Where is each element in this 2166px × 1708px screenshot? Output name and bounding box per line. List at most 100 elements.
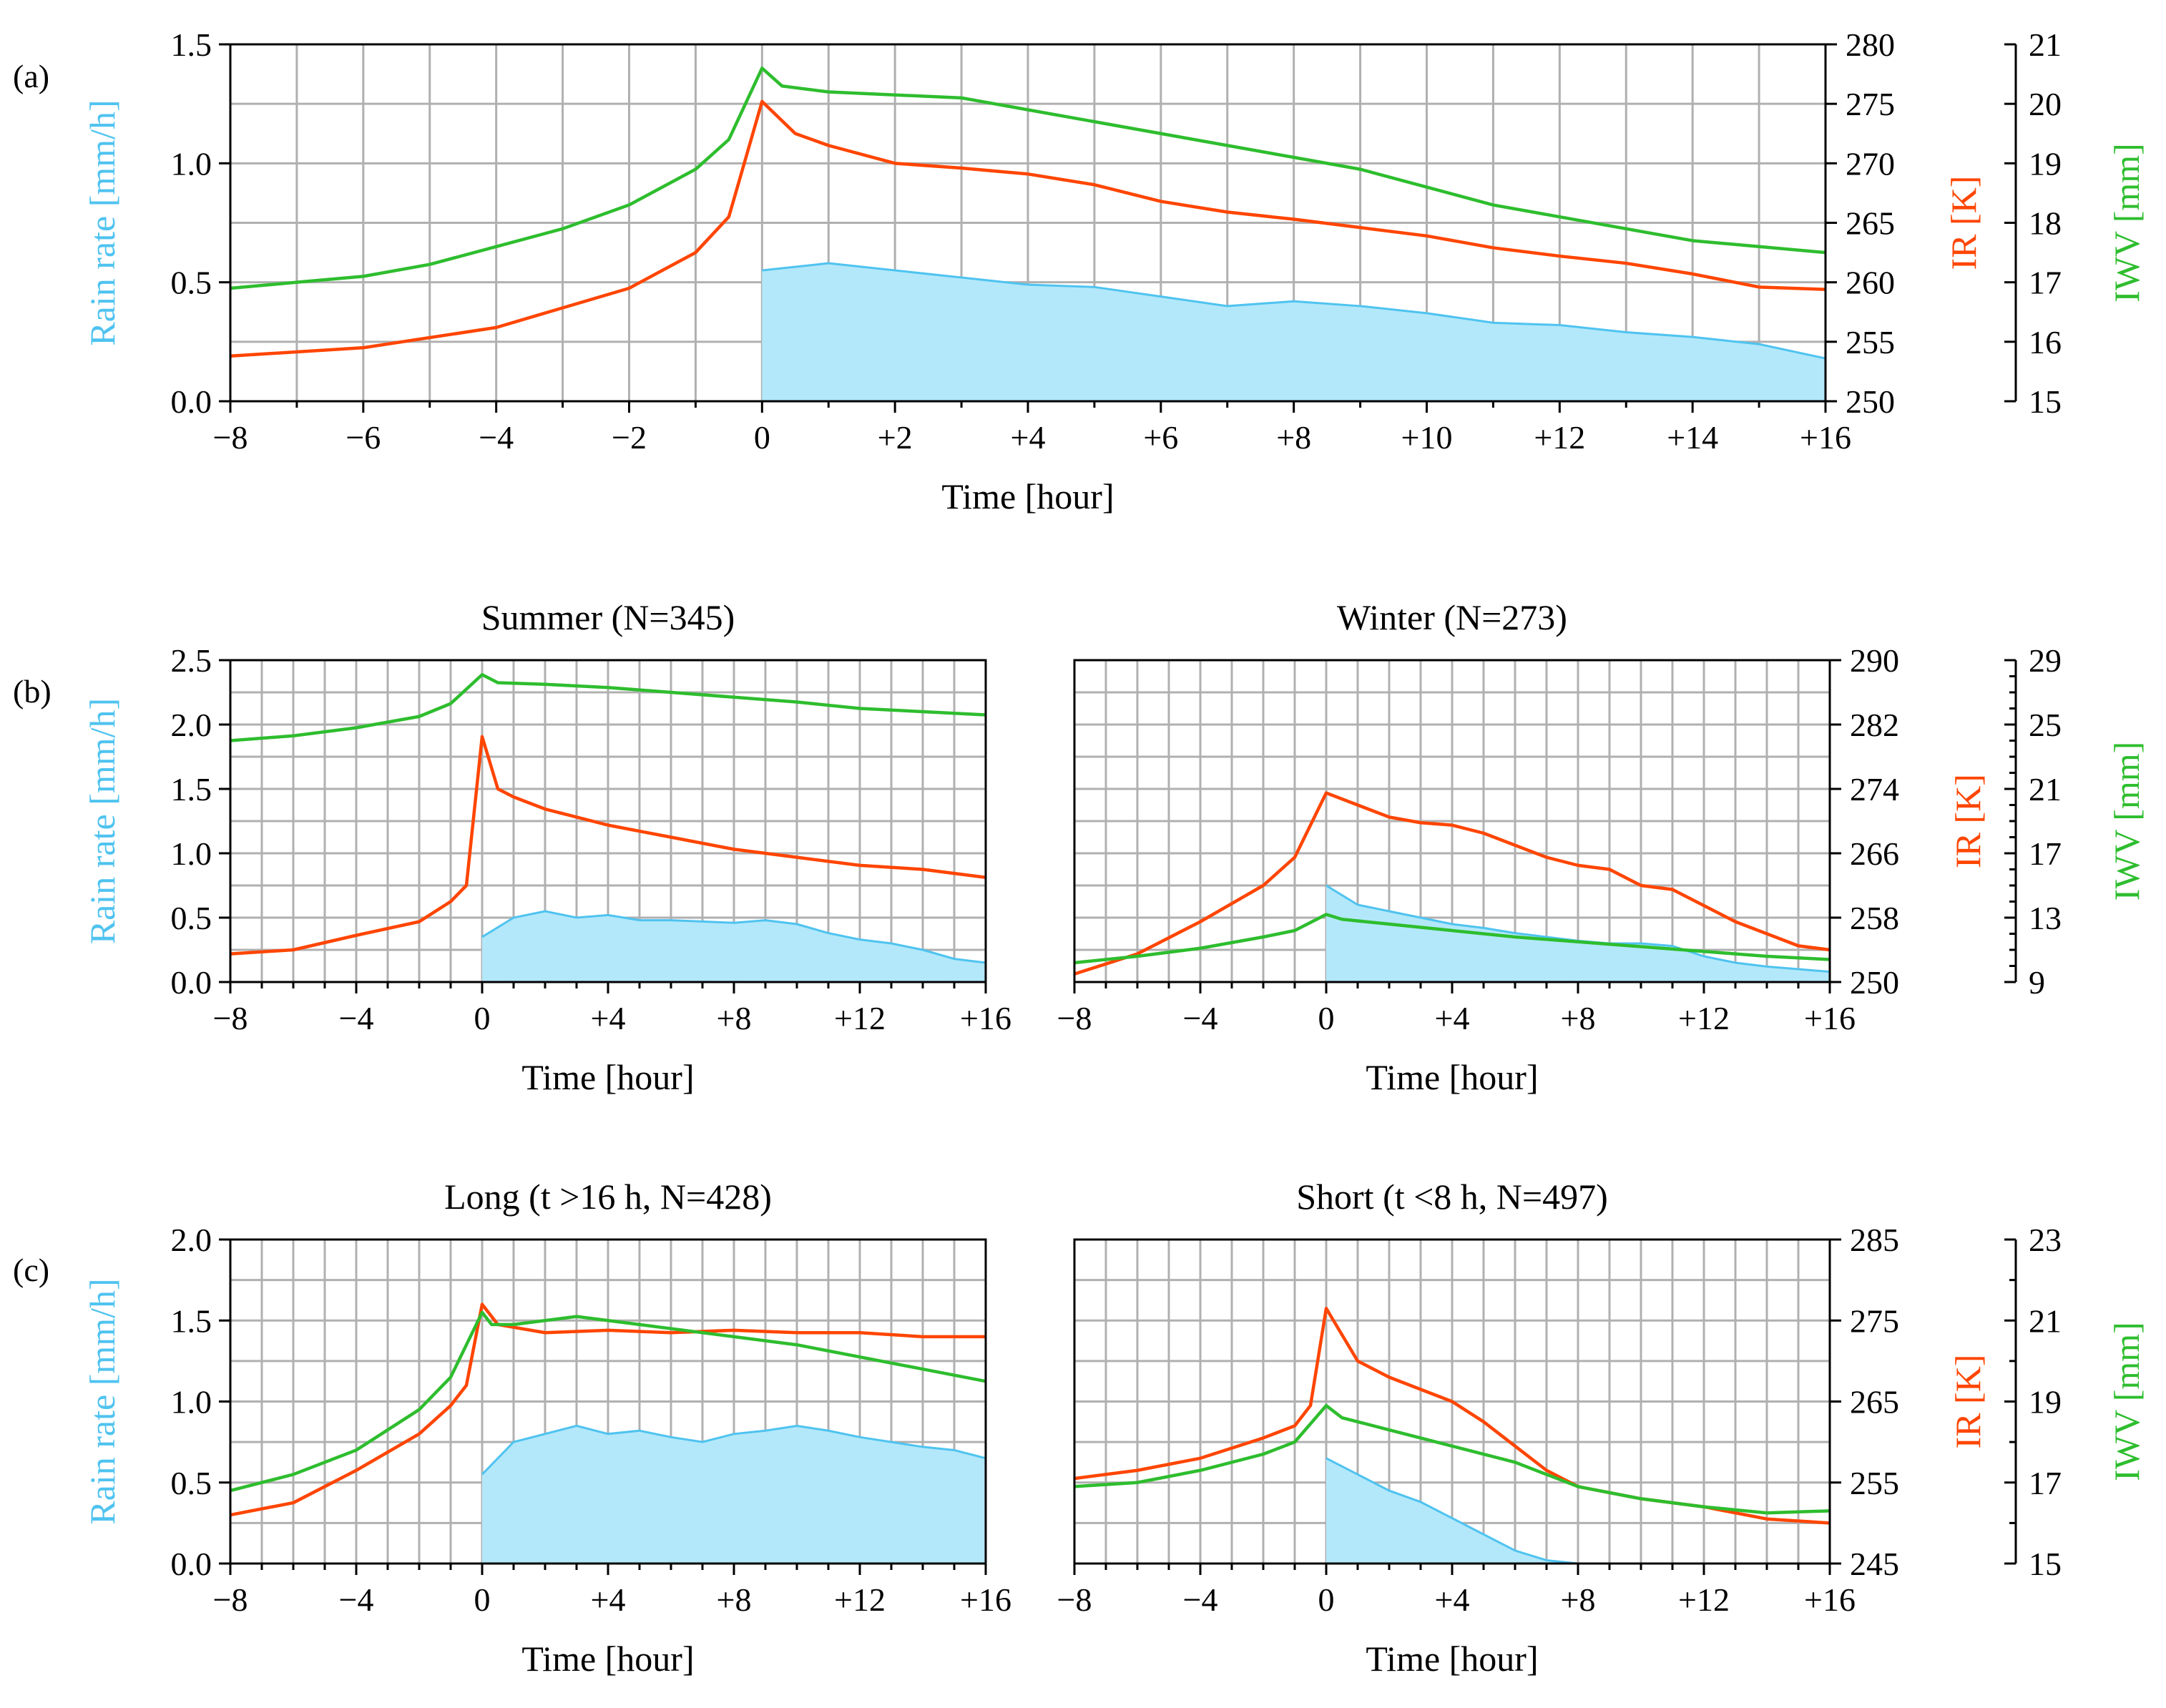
y-far-tick-label: 19 [2029, 1384, 2062, 1420]
rain-line [762, 262, 1826, 360]
x-tick-label: −8 [213, 419, 248, 456]
y-far-tick-label: 19 [2029, 145, 2062, 182]
x-tick-label: +12 [1678, 1000, 1730, 1036]
panel-label-a: (a) [13, 58, 49, 94]
y-far-axis-label: IWV [mm] [2107, 1322, 2147, 1481]
x-tick-label: 0 [474, 1000, 491, 1036]
x-tick-label: +4 [591, 1581, 626, 1618]
y-left-tick-label: 1.5 [171, 26, 212, 63]
x-tick-label: −4 [339, 1581, 374, 1618]
y-left-tick-label: 1.0 [171, 835, 212, 872]
y-far-tick-label: 16 [2029, 324, 2062, 360]
chart-title: Long (t >16 h, N=428) [444, 1177, 772, 1217]
x-tick-label: +2 [878, 419, 913, 456]
y-left-tick-label: 0.5 [171, 1465, 212, 1501]
y-right-tick-label: 282 [1850, 707, 1899, 743]
x-tick-label: −4 [1183, 1000, 1218, 1036]
y-left-tick-label: 0.5 [171, 265, 212, 301]
x-axis-label: Time [hour] [1366, 1639, 1538, 1679]
rain-area [482, 911, 986, 982]
y-right-tick-label: 270 [1846, 145, 1895, 182]
panel-a: −8 −6 −4 −2 0 +2 +4 +6 +8 +10 +12 +14 +16 Time [hour]… [82, 26, 2147, 516]
x-tick-label: +12 [1678, 1581, 1730, 1618]
y-right-axis-label: IR [K] [1948, 1355, 1988, 1449]
y-right-tick-label: 275 [1846, 86, 1895, 122]
x-tick-label: +4 [591, 1000, 626, 1036]
y-left-tick-label: 0.0 [171, 964, 212, 1001]
y-left-tick-label: 1.5 [171, 771, 212, 808]
y-far-tick-label: 23 [2029, 1222, 2062, 1258]
x-tick-label: +12 [1534, 419, 1585, 456]
y-left-tick-label: 1.0 [171, 1384, 212, 1420]
iwv-line [230, 67, 1826, 290]
rain-area [482, 1425, 986, 1564]
y-left-tick-label: 1.0 [171, 145, 212, 182]
y-far-tick-label: 17 [2029, 265, 2062, 301]
x-tick-label: −8 [213, 1581, 248, 1618]
panel-b1: −8 −4 0 +4 +8 +12 +16 Time [hour] Summer (N=345)… [82, 597, 1011, 1097]
x-tick-label: +4 [1435, 1000, 1470, 1036]
x-tick-label: −4 [1183, 1581, 1218, 1618]
y-left-tick-label: 0.0 [171, 1546, 212, 1582]
y-left-tick-label: 0.0 [171, 383, 212, 420]
x-tick-label: +10 [1401, 419, 1453, 456]
chart-title: Summer (N=345) [481, 597, 735, 637]
y-far-tick-label: 20 [2029, 86, 2062, 122]
ir-line [1074, 791, 1831, 976]
x-tick-label: −8 [1057, 1000, 1092, 1036]
y-left-tick-label: 2.0 [171, 1222, 212, 1258]
y-far-tick-label: 17 [2029, 1465, 2062, 1501]
panel-label-b: (b) [13, 673, 52, 710]
x-tick-label: +16 [1804, 1000, 1856, 1036]
iwv-line [230, 673, 986, 742]
x-tick-label: +8 [717, 1000, 752, 1036]
y-right-tick-label: 275 [1850, 1302, 1899, 1339]
y-right-tick-label: 280 [1846, 26, 1895, 63]
x-tick-label: +12 [834, 1000, 886, 1036]
ir-line [230, 735, 986, 956]
x-tick-label: +16 [960, 1581, 1011, 1618]
x-tick-label: −2 [612, 419, 647, 456]
y-right-tick-label: 265 [1850, 1384, 1899, 1420]
y-far-tick-label: 21 [2029, 771, 2062, 808]
y-left-tick-label: 2.0 [171, 707, 212, 743]
x-tick-label: +8 [1561, 1000, 1596, 1036]
panel-c1: −8 −4 0 +4 +8 +12 +16 Time [hour] Long (t >16 h,… [82, 1177, 1011, 1679]
x-tick-label: −6 [346, 419, 381, 456]
y-far-tick-label: 29 [2029, 642, 2062, 679]
x-tick-label: 0 [754, 419, 770, 456]
x-tick-label: −8 [1057, 1581, 1092, 1618]
y-left-axis-label: Rain rate [mm/h] [82, 1278, 122, 1524]
x-tick-label: +8 [1561, 1581, 1596, 1618]
x-tick-label: 0 [1318, 1581, 1335, 1618]
y-right-tick-label: 258 [1850, 900, 1899, 936]
ir-line [230, 99, 1826, 358]
panel-c2: −8 −4 0 +4 +8 +12 +16 Time [hour] Short (t <8 h,… [1057, 1177, 2147, 1679]
y-far-tick-label: 9 [2029, 964, 2045, 1001]
y-left-axis-label: Rain rate [mm/h] [82, 99, 122, 345]
x-tick-label: −8 [213, 1000, 248, 1036]
x-tick-label: +8 [717, 1581, 752, 1618]
x-tick-label: +16 [1800, 419, 1851, 456]
y-far-tick-label: 21 [2029, 1302, 2062, 1339]
rain-line [1325, 1457, 1579, 1565]
iwv-line [1074, 1403, 1831, 1515]
iwv-line [1074, 913, 1831, 965]
x-tick-label: −4 [479, 419, 514, 456]
x-tick-label: +16 [1804, 1581, 1856, 1618]
y-far-tick-label: 18 [2029, 205, 2062, 242]
y-far-axis-label: IWV [mm] [2107, 143, 2147, 303]
x-tick-label: 0 [1318, 1000, 1335, 1036]
y-left-axis-label: Rain rate [mm/h] [82, 698, 122, 944]
x-tick-label: +16 [960, 1000, 1011, 1036]
panel-b2: −8 −4 0 +4 +8 +12 +16 Time [hour] Winter (N=273)… [1057, 597, 2147, 1097]
x-tick-label: +4 [1011, 419, 1046, 456]
chart-title: Short (t <8 h, N=497) [1296, 1177, 1608, 1217]
ir-line [230, 1302, 986, 1517]
y-far-tick-label: 25 [2029, 707, 2062, 743]
y-right-axis-label: IR [K] [1944, 176, 1984, 270]
x-axis-label: Time [hour] [521, 1639, 694, 1679]
y-far-tick-label: 21 [2029, 26, 2062, 63]
y-right-tick-label: 265 [1846, 205, 1895, 242]
